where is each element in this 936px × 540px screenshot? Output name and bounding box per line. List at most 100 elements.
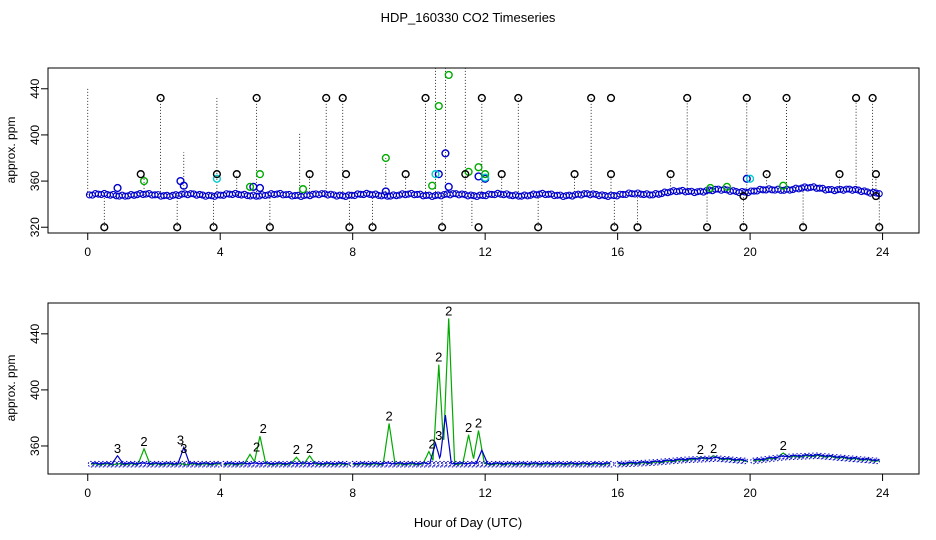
- baseline-point: [817, 452, 825, 460]
- baseline-point: [191, 460, 198, 468]
- series-number-label: 3: [114, 441, 121, 456]
- baseline-point: [528, 460, 535, 468]
- baseline-point: [99, 460, 107, 468]
- cyan-point: [481, 173, 490, 182]
- blue-point: [179, 181, 188, 190]
- baseline-point: [214, 460, 222, 468]
- baseline-point: [307, 460, 315, 468]
- baseline-point: [259, 460, 267, 468]
- baseline-point: [720, 185, 728, 193]
- baseline-point: [829, 453, 837, 461]
- top-x-tick-label: 0: [84, 245, 91, 259]
- blue-point: [742, 174, 751, 183]
- baseline-point: [412, 460, 420, 468]
- baseline-point: [789, 453, 797, 461]
- baseline-point: [603, 460, 611, 468]
- baseline-point: [255, 460, 263, 468]
- baseline-point: [171, 460, 178, 468]
- baseline-point: [151, 460, 158, 468]
- baseline-point: [244, 460, 251, 468]
- baseline-point: [103, 460, 111, 468]
- black-point: [173, 223, 182, 232]
- black-point: [633, 223, 642, 232]
- baseline-point: [420, 460, 428, 468]
- baseline-point: [805, 452, 813, 460]
- baseline-point: [335, 460, 343, 468]
- series-number-label: 2: [385, 409, 392, 424]
- baseline-point: [532, 460, 539, 468]
- baseline-point: [536, 460, 543, 468]
- baseline-point: [583, 460, 591, 468]
- baseline-point: [271, 460, 279, 468]
- black-point: [606, 170, 616, 179]
- black-point: [683, 93, 692, 103]
- baseline-point: [754, 457, 761, 464]
- black-point: [782, 93, 791, 103]
- baseline-point: [548, 460, 555, 468]
- black-point: [534, 223, 543, 232]
- black-point: [322, 93, 331, 103]
- panel-bottom-ylabel: approx. ppm: [4, 355, 18, 422]
- bottom-y-tick-label: 360: [28, 436, 42, 456]
- baseline-point: [357, 460, 364, 468]
- green-series-line: [752, 452, 880, 462]
- baseline-point: [865, 456, 872, 464]
- baseline-point: [841, 454, 849, 462]
- baseline-point: [175, 460, 182, 468]
- baseline-point: [365, 460, 372, 468]
- baseline-point: [579, 460, 587, 468]
- top-x-tick-label: 8: [349, 245, 356, 259]
- black-point: [305, 170, 314, 179]
- series-number-label: 2: [306, 441, 313, 456]
- baseline-point: [520, 460, 527, 468]
- black-point: [156, 93, 165, 103]
- baseline-point: [492, 460, 500, 468]
- series-number-label: 2: [293, 442, 300, 457]
- top-x-tick-label: 12: [478, 245, 492, 259]
- baseline-point: [472, 460, 480, 468]
- blue-point: [113, 183, 122, 193]
- baseline-point: [504, 460, 511, 468]
- baseline-point: [825, 453, 833, 461]
- baseline-point: [560, 460, 567, 468]
- baseline-point: [571, 460, 579, 468]
- black-point: [345, 223, 354, 232]
- panel-top-ylabel: approx. ppm: [4, 117, 18, 184]
- baseline-point: [665, 457, 673, 465]
- baseline-point: [762, 456, 769, 463]
- green-series-line: [617, 455, 747, 466]
- baseline-point: [163, 460, 170, 468]
- black-point: [851, 93, 861, 103]
- green-point: [444, 70, 453, 80]
- baseline-point: [319, 460, 327, 468]
- baseline-point: [315, 460, 323, 468]
- black-point: [570, 170, 579, 179]
- panel-top-scatter: approx. ppm 0 4 8 12 16 20 24 320 360 400 440: [4, 67, 920, 259]
- series-number-label: 2: [710, 441, 717, 456]
- baseline-point: [758, 456, 765, 464]
- baseline-point: [440, 460, 448, 468]
- baseline-point: [115, 460, 123, 468]
- baseline-point: [159, 460, 166, 468]
- x-axis-label: Hour of Day (UTC): [414, 515, 522, 530]
- baseline-point: [821, 453, 829, 460]
- baseline-point: [155, 460, 162, 468]
- baseline-point: [857, 456, 865, 463]
- black-point: [497, 170, 506, 179]
- baseline-point: [167, 460, 174, 468]
- baseline-point: [468, 460, 476, 468]
- black-point: [610, 223, 619, 232]
- black-point: [739, 191, 748, 201]
- black-point: [209, 223, 218, 232]
- baseline-point: [717, 455, 725, 463]
- baseline-point: [713, 455, 721, 462]
- baseline-point: [119, 460, 127, 468]
- baseline-point: [777, 454, 785, 461]
- green-point: [298, 185, 308, 194]
- baseline-point: [228, 460, 235, 468]
- baseline-point: [87, 460, 95, 468]
- baseline-point: [725, 456, 733, 463]
- baseline-point: [705, 455, 713, 463]
- baseline-point: [853, 455, 861, 463]
- baseline-point: [123, 460, 131, 468]
